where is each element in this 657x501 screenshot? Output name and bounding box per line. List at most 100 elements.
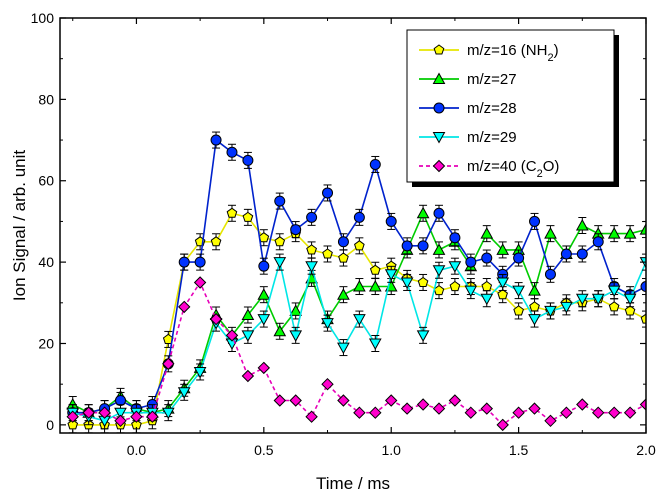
data-point (401, 240, 413, 252)
data-point (448, 394, 462, 407)
data-point (575, 293, 589, 306)
data-point (416, 330, 430, 342)
y-axis-title: Ion Signal / arb. unit (10, 150, 29, 301)
series-layer (66, 131, 646, 433)
x-tick-label: 1.0 (381, 442, 401, 458)
data-point (640, 281, 646, 293)
data-point (623, 227, 637, 239)
data-point (464, 285, 478, 298)
data-point (449, 280, 461, 292)
data-point (67, 419, 79, 430)
data-point (209, 312, 223, 326)
data-point (607, 285, 621, 298)
data-point (432, 265, 446, 277)
data-point (528, 402, 541, 415)
data-point (146, 410, 159, 423)
data-point (337, 342, 350, 355)
data-point (432, 243, 446, 255)
data-point (480, 293, 494, 306)
data-point (497, 289, 508, 300)
data-point (194, 256, 206, 268)
data-point (560, 248, 572, 260)
legend-label: m/z=16 (NH2) (467, 42, 559, 64)
data-point (177, 387, 191, 399)
data-point (322, 187, 334, 199)
data-point (449, 232, 461, 244)
data-point (210, 236, 222, 247)
data-point (496, 243, 510, 255)
data-point (513, 252, 525, 264)
legend: m/z=16 (NH2) m/z=27 m/z=28 m/z=29 m/z=40 (C2… (406, 29, 619, 187)
data-point (528, 284, 541, 296)
data-point (321, 377, 334, 391)
data-point (210, 134, 222, 146)
legend-marker (433, 44, 445, 55)
data-point (114, 407, 127, 420)
data-point (417, 276, 429, 287)
legend-marker (432, 72, 446, 84)
ticks-layer: 0.0 0.5 1.0 1.5 2.0 0 20 40 60 80 100 (31, 10, 656, 458)
y-tick-label: 80 (38, 91, 54, 107)
data-point (591, 293, 605, 306)
data-point (529, 215, 541, 227)
data-point (368, 338, 382, 351)
data-point (257, 361, 271, 375)
data-point (177, 300, 191, 314)
data-point (385, 215, 397, 227)
plot-frame (59, 17, 647, 434)
data-point (82, 406, 95, 419)
legend-label: m/z=40 (C2O) (467, 158, 559, 180)
data-point (289, 394, 302, 407)
x-axis-title: Time / ms (316, 474, 390, 493)
data-point (257, 314, 271, 326)
legend-label: m/z=28 (467, 100, 517, 117)
y-tick-label: 60 (38, 173, 54, 189)
data-point (607, 406, 621, 419)
data-point (305, 261, 318, 273)
data-point (496, 418, 509, 432)
data-point (417, 240, 429, 252)
data-point (544, 414, 557, 428)
data-point (560, 301, 573, 314)
data-point (624, 305, 636, 316)
data-point (322, 248, 333, 259)
data-point (623, 293, 637, 306)
data-point (512, 285, 525, 298)
x-tick-label: 0.5 (254, 442, 274, 458)
legend-marker (432, 132, 446, 144)
data-point (576, 248, 588, 260)
data-point (162, 357, 175, 371)
data-point (400, 277, 414, 290)
data-point (433, 207, 445, 219)
data-point (480, 227, 494, 239)
x-tick-label: 2.0 (636, 442, 656, 458)
y-tick-label: 0 (46, 417, 54, 433)
data-point (353, 314, 366, 326)
data-point (528, 314, 541, 326)
data-point (225, 329, 239, 342)
data-point (98, 406, 111, 419)
data-point (544, 268, 556, 280)
data-point (591, 406, 605, 419)
data-point (416, 398, 430, 411)
data-point (289, 304, 303, 316)
data-point (353, 406, 366, 419)
data-point (242, 154, 254, 166)
data-point (481, 252, 493, 264)
data-point (257, 288, 271, 300)
data-point (544, 305, 557, 318)
legend-marker (433, 102, 445, 114)
data-point (623, 406, 637, 419)
data-point (353, 211, 365, 223)
data-point (306, 244, 317, 255)
data-point (178, 256, 190, 268)
data-point (354, 240, 365, 251)
data-point (369, 264, 381, 275)
data-point (161, 407, 175, 420)
data-point (338, 252, 349, 263)
legend-label: m/z=29 (467, 129, 517, 146)
data-point (241, 369, 255, 383)
data-point (274, 236, 286, 247)
data-point (575, 218, 589, 231)
